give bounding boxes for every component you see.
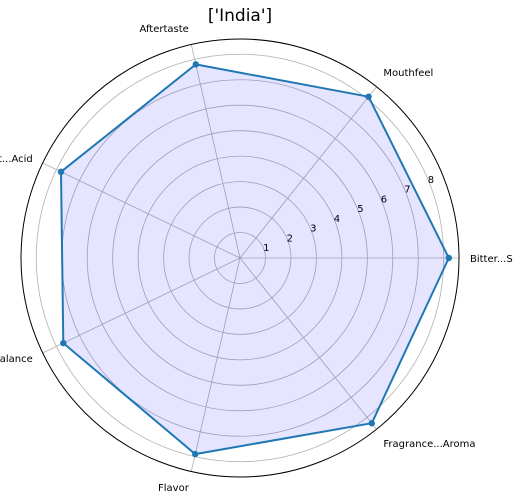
radial-tick-label: 6	[381, 194, 387, 205]
axis-labels: Bitter...Sweet Mouthfeel Aftertaste Salt...…	[0, 24, 513, 494]
radial-tick-label: 5	[357, 204, 363, 215]
data-point	[60, 339, 67, 347]
spoke-line	[42, 257, 241, 354]
data-point	[192, 450, 199, 458]
radial-tick-label: 7	[404, 185, 410, 196]
axis-label: Balance	[0, 354, 33, 365]
axis-label: Mouthfeel	[383, 68, 433, 79]
axis-label: Aftertaste	[139, 24, 188, 35]
radial-tick-label: 2	[287, 233, 293, 244]
radial-tick-label: 3	[310, 224, 316, 235]
data-point	[365, 93, 372, 100]
data-point	[445, 254, 453, 262]
axis-label: Salt...Acid	[0, 154, 33, 165]
spoke-line	[239, 257, 377, 430]
series-area	[61, 64, 449, 455]
spoke-line	[190, 44, 241, 259]
data-point	[57, 168, 65, 176]
series-layer	[57, 61, 453, 458]
data-point	[368, 420, 375, 427]
spoke-line	[190, 257, 241, 472]
radial-tick-label: 8	[428, 175, 434, 186]
chart-title: ['India']	[208, 6, 272, 26]
spoke-line	[42, 162, 241, 259]
radial-tick-label: 4	[334, 214, 340, 225]
axis-label: Fragrance...Aroma	[383, 439, 475, 450]
spoke-line	[239, 86, 377, 259]
axis-label: Bitter...Sweet	[470, 254, 513, 265]
series-line	[60, 63, 450, 456]
data-point	[192, 61, 200, 68]
radial-tick-label: 1	[263, 243, 269, 254]
outer-frame	[20, 38, 460, 478]
axis-label: Flavor	[158, 483, 190, 494]
